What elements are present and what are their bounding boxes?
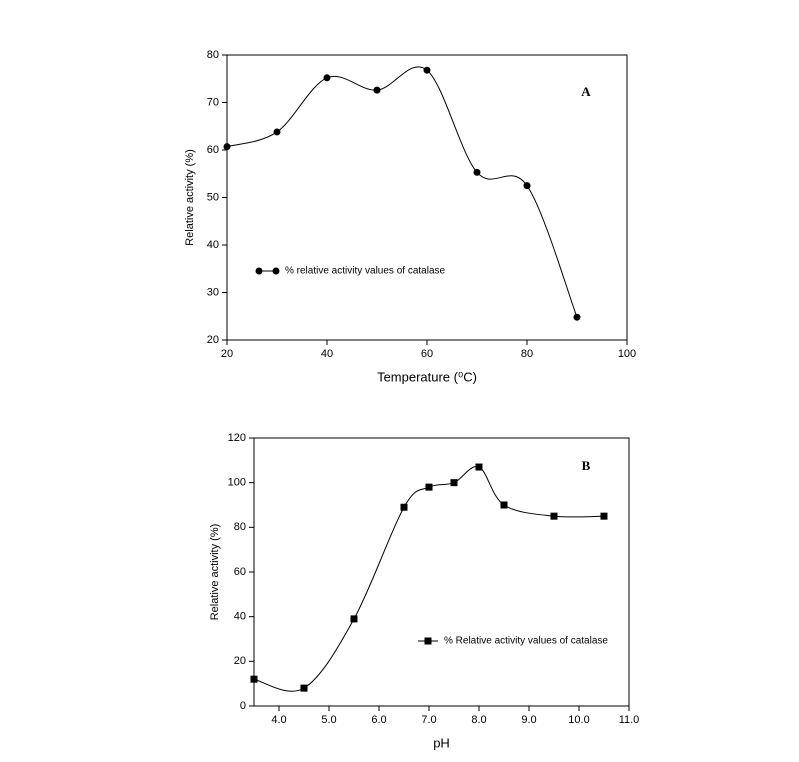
x-tick-label: 7.0 xyxy=(421,714,436,726)
y-tick-label: 120 xyxy=(228,432,246,444)
x-tick-label: 6.0 xyxy=(371,714,386,726)
y-axis-title: Relative activity (%) xyxy=(184,149,196,246)
y-tick-label: 40 xyxy=(207,239,219,251)
x-tick-label: 5.0 xyxy=(321,714,336,726)
y-tick-label: 20 xyxy=(234,655,246,667)
legend-label: % relative activity values of catalase xyxy=(285,266,446,277)
data-point xyxy=(600,512,608,520)
data-point xyxy=(500,501,508,509)
legend-symbol xyxy=(424,637,432,645)
data-point xyxy=(400,503,408,511)
y-tick-label: 30 xyxy=(207,286,219,298)
data-point xyxy=(373,86,381,94)
data-point xyxy=(550,512,558,520)
panel-label: B xyxy=(582,458,591,473)
legend-symbol xyxy=(255,267,263,275)
data-line xyxy=(253,466,605,692)
y-tick-label: 0 xyxy=(240,700,246,712)
data-point xyxy=(425,483,433,491)
y-tick-label: 50 xyxy=(207,191,219,203)
y-tick-label: 100 xyxy=(228,477,246,489)
x-tick-label: 8.0 xyxy=(471,714,486,726)
x-tick-label: 20 xyxy=(221,348,233,360)
x-tick-label: 80 xyxy=(521,348,533,360)
data-line xyxy=(226,66,578,318)
data-point xyxy=(223,143,231,151)
x-tick-label: 60 xyxy=(421,348,433,360)
x-tick-label: 9.0 xyxy=(521,714,536,726)
y-tick-label: 70 xyxy=(207,96,219,108)
data-point xyxy=(423,66,431,74)
y-tick-label: 60 xyxy=(234,566,246,578)
y-tick-label: 80 xyxy=(207,49,219,61)
x-axis-title: Temperature (⁰C) xyxy=(377,369,477,384)
data-point xyxy=(250,675,258,683)
x-tick-label: 100 xyxy=(618,348,636,360)
plot-frame xyxy=(226,54,628,341)
data-point xyxy=(523,182,531,190)
x-tick-label: 4.0 xyxy=(271,714,286,726)
panel-label: A xyxy=(581,84,591,99)
legend-symbol xyxy=(272,267,280,275)
data-point xyxy=(350,615,358,623)
y-tick-label: 40 xyxy=(234,611,246,623)
x-tick-label: 11.0 xyxy=(619,714,640,726)
x-axis-title: pH xyxy=(433,735,450,750)
data-point xyxy=(300,684,308,692)
y-tick-label: 60 xyxy=(207,144,219,156)
y-axis-title: Relative activity (%) xyxy=(209,524,221,621)
x-tick-label: 10.0 xyxy=(568,714,589,726)
x-tick-label: 40 xyxy=(321,348,333,360)
data-point xyxy=(273,128,281,136)
data-point xyxy=(475,463,483,471)
plot-frame xyxy=(253,437,630,707)
data-point xyxy=(473,168,481,176)
data-point xyxy=(323,74,331,82)
data-point xyxy=(450,479,458,487)
y-tick-label: 20 xyxy=(207,334,219,346)
y-tick-label: 80 xyxy=(234,521,246,533)
legend-label: % Relative activity values of catalase xyxy=(444,636,608,647)
data-point xyxy=(573,313,581,321)
